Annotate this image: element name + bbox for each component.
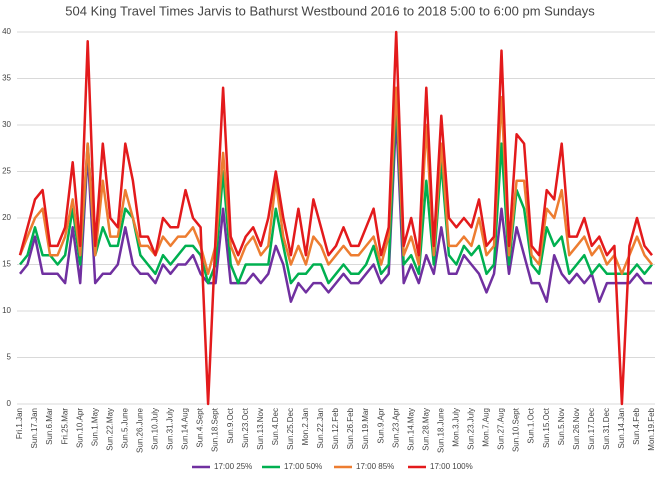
y-tick-label: 15	[2, 260, 11, 269]
x-tick-label: Sun.26.Nov	[572, 408, 581, 450]
x-tick-label: Mon.3.July	[451, 408, 460, 447]
y-tick-label: 0	[7, 399, 12, 408]
x-tick-label: Mon.7.Aug	[482, 408, 491, 447]
x-tick-label: Sun.17.Dec	[587, 408, 596, 450]
x-tick-label: Mon.19.Feb	[647, 407, 656, 450]
x-tick-label: Sun.28.May	[421, 408, 430, 451]
x-tick-label: Sun.13.Nov	[256, 408, 265, 450]
chart-title: 504 King Travel Times Jarvis to Bathurst…	[65, 3, 595, 18]
x-tick-label: Sun.5.Nov	[557, 408, 566, 445]
x-tick-label: Sun.23.Oct	[241, 407, 250, 448]
x-tick-label: Sun.31.July	[166, 408, 175, 450]
x-tick-label: Sun.9.Oct	[226, 407, 235, 443]
x-tick-label: Sun.22.Jan	[316, 408, 325, 448]
x-tick-label: Sun.27.Aug	[497, 408, 506, 450]
x-tick-label: Sun.4.Sept	[196, 407, 205, 447]
x-tick-label: Sun.26.June	[135, 407, 144, 452]
x-tick-label: Sun.25.Dec	[286, 408, 295, 450]
x-tick-label: Sun.4.Dec	[271, 408, 280, 445]
legend-label: 17:00 100%	[430, 462, 473, 471]
x-tick-label: Sun.10.July	[151, 408, 160, 450]
x-tick-label: Sun.1.Oct	[527, 407, 536, 443]
x-tick-label: Sun.22.May	[105, 408, 114, 451]
legend-label: 17:00 25%	[214, 462, 252, 471]
x-tick-label: Sun.5.June	[120, 407, 129, 448]
x-tick-label: Fri.25.Mar	[60, 408, 69, 445]
x-tick-label: Sun.31.Dec	[602, 408, 611, 450]
x-tick-label: Mon.2.Jan	[301, 408, 310, 445]
x-tick-label: Sun.18.Sept	[211, 407, 220, 452]
x-tick-label: Sun.18.June	[436, 407, 445, 452]
x-tick-label: Sun.14.Aug	[181, 408, 190, 450]
y-tick-label: 30	[2, 120, 11, 129]
y-tick-label: 20	[2, 213, 11, 222]
y-tick-label: 25	[2, 167, 11, 176]
series-line	[19, 95, 653, 285]
x-tick-label: Sun.23.July	[467, 408, 476, 450]
x-tick-label: Sun.15.Oct	[542, 407, 551, 448]
x-tick-label: Sun.19.Mar	[361, 408, 370, 450]
x-tick-label: Sun.23.Apr	[391, 408, 400, 448]
x-tick-label: Sun.12.Feb	[331, 407, 340, 449]
x-tick-label: Sun.17.Jan	[30, 408, 39, 448]
y-tick-label: 35	[2, 74, 11, 83]
series-line	[18, 86, 653, 276]
x-tick-label: Sun.10.Sept	[512, 407, 521, 452]
x-tick-label: Sun.26.Feb	[346, 407, 355, 449]
y-tick-label: 5	[7, 353, 12, 362]
legend-label: 17:00 50%	[284, 462, 322, 471]
x-tick-label: Sun.10.Apr	[75, 408, 84, 448]
legend-label: 17:00 85%	[356, 462, 394, 471]
x-tick-label: Sun.6.Mar	[45, 408, 54, 445]
x-tick-label: Fri.1.Jan	[15, 408, 24, 439]
series-line	[19, 114, 652, 303]
series-line	[18, 30, 653, 406]
x-tick-label: Sun.1.May	[90, 408, 99, 446]
x-tick-label: Sun.14.Jan	[617, 408, 626, 448]
x-tick-label: Sun.9.Apr	[376, 408, 385, 444]
x-tick-label: Sun.4.Feb	[632, 407, 641, 444]
y-tick-label: 10	[2, 306, 11, 315]
y-tick-label: 40	[2, 27, 11, 36]
x-tick-label: Sun.14.May	[406, 408, 415, 451]
